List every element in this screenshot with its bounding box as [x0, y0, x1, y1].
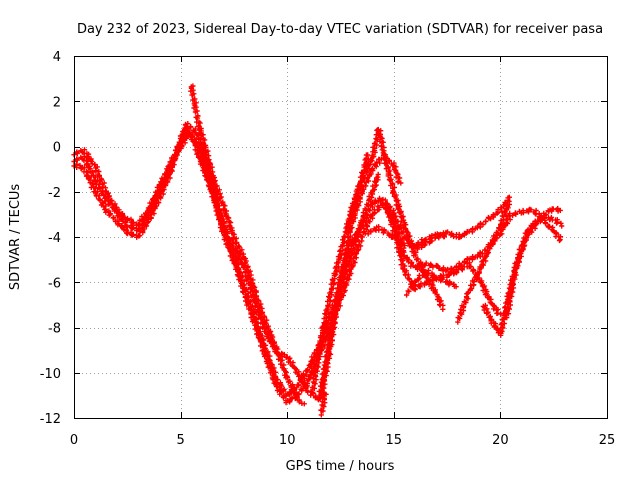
y-tick-label: 0 [53, 141, 61, 156]
series-markers [318, 390, 329, 418]
y-tick-label: -8 [48, 322, 61, 337]
series-markers [455, 201, 512, 325]
x-tick-label: 5 [176, 433, 184, 448]
y-tick-label: -6 [48, 276, 61, 291]
x-tick-label: 15 [386, 433, 403, 448]
series-track-12 [404, 267, 459, 298]
series-track-10 [365, 224, 447, 250]
y-axis-ticks: -12 -10 -8 -6 -4 -2 0 2 4 [40, 50, 607, 427]
series-track-9 [344, 152, 371, 235]
y-axis-title: SDTVAR / TECUs [8, 184, 23, 291]
series-markers [344, 152, 371, 235]
series-markers [199, 144, 218, 203]
y-tick-label: 2 [53, 95, 61, 110]
x-tick-label: 20 [492, 433, 509, 448]
x-tick-label: 10 [279, 433, 296, 448]
series-markers [365, 224, 447, 250]
series-track-13 [455, 201, 512, 325]
series-track-5 [199, 144, 218, 203]
series-track-15 [503, 205, 563, 321]
x-axis-title: GPS time / hours [286, 459, 395, 474]
x-axis-ticks: 0 5 10 15 20 25 [70, 56, 615, 448]
y-tick-label: -12 [40, 412, 61, 427]
y-tick-label: -10 [40, 367, 61, 382]
y-tick-label: -4 [48, 231, 61, 246]
series-track-8 [318, 390, 329, 418]
x-tick-label: 0 [70, 433, 78, 448]
y-tick-label: 4 [53, 50, 61, 65]
y-tick-label: -2 [48, 186, 61, 201]
series-markers [404, 267, 459, 298]
x-tick-label: 25 [599, 433, 616, 448]
series-markers [503, 205, 563, 321]
chart-title: Day 232 of 2023, Sidereal Day-to-day VTE… [77, 22, 603, 37]
